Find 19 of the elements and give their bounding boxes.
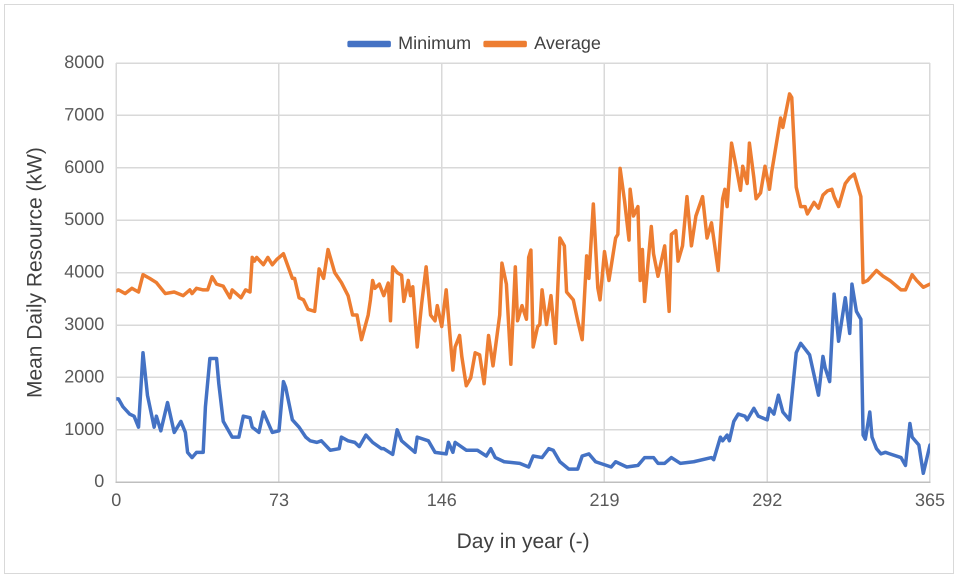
y-tick-label: 3000 xyxy=(64,314,104,334)
y-tick-label: 2000 xyxy=(64,366,104,386)
x-tick-label: 219 xyxy=(589,490,620,510)
x-tick-label: 146 xyxy=(426,490,457,510)
y-tick-label: 4000 xyxy=(64,262,104,282)
legend-label: Average xyxy=(534,32,601,53)
y-tick-label: 7000 xyxy=(64,104,104,124)
y-tick-label: 6000 xyxy=(64,156,104,177)
x-axis-title: Day in year (-) xyxy=(456,530,590,554)
y-tick-label: 1000 xyxy=(64,418,104,439)
x-tick-label: 0 xyxy=(111,490,122,510)
y-tick-label: 8000 xyxy=(64,52,104,72)
y-tick-label: 5000 xyxy=(64,209,104,230)
x-tick-label: 365 xyxy=(914,490,946,510)
x-tick-label: 292 xyxy=(752,490,782,510)
y-axis-title: Mean Daily Resource (kW) xyxy=(23,147,46,398)
legend-label: Minimum xyxy=(398,32,472,53)
y-tick-label: 0 xyxy=(94,471,104,492)
x-tick-label: 73 xyxy=(268,490,290,510)
